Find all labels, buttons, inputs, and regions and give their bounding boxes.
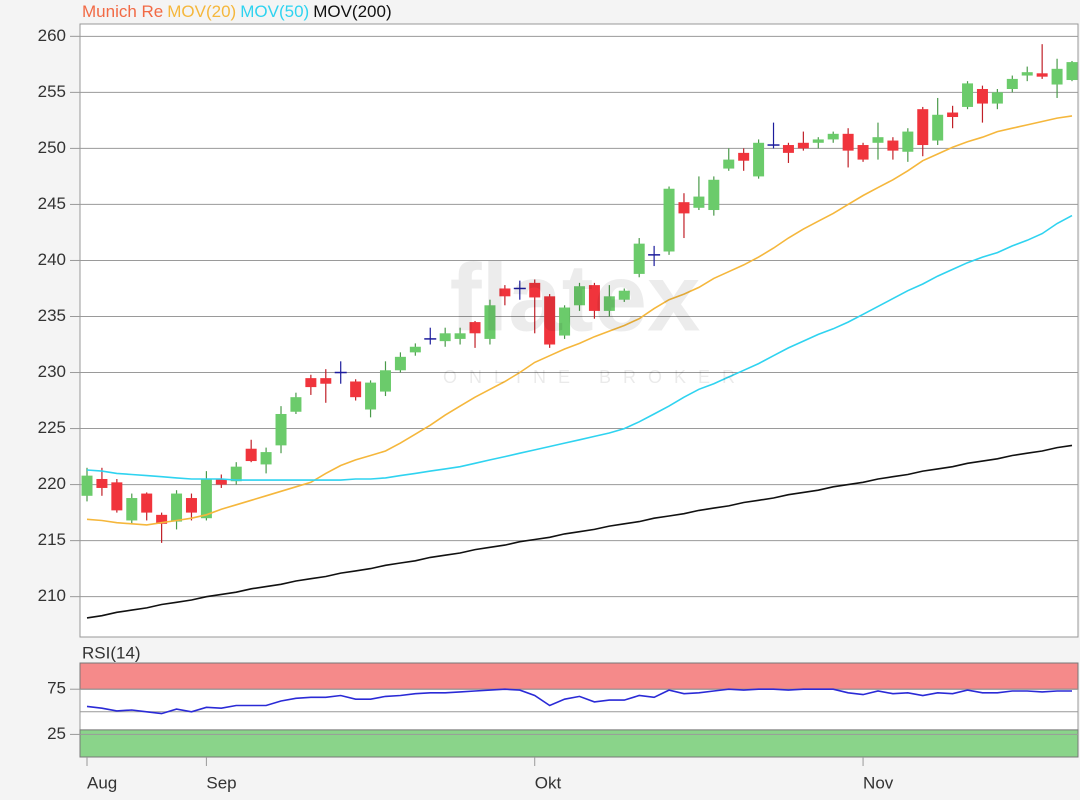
x-tick-label: Okt: [535, 773, 562, 792]
candle-body: [663, 188, 675, 252]
y-tick-label: 75: [47, 679, 66, 698]
candle-body: [588, 285, 600, 311]
line-series: [86, 214, 1073, 481]
candle-body: [439, 333, 451, 342]
candle-body: [245, 448, 257, 462]
y-tick-label: 220: [38, 474, 66, 493]
legend-entry: MOV(50): [240, 2, 309, 21]
legend: Munich Re MOV(20) MOV(50) MOV(200): [82, 2, 392, 21]
candle-body: [902, 131, 914, 152]
x-tick-label: Sep: [206, 773, 236, 792]
candle-body: [141, 493, 153, 513]
candle-body: [230, 466, 242, 482]
line-series: [86, 115, 1073, 526]
candle-body: [827, 133, 839, 140]
y-tick-label: 235: [38, 306, 66, 325]
candle-body: [529, 282, 541, 298]
legend-entry: MOV(200): [313, 2, 391, 21]
candle-body: [976, 88, 988, 104]
candle-body: [797, 142, 809, 149]
candle-body: [200, 478, 212, 519]
candle-body: [559, 307, 571, 336]
candle-body: [738, 152, 750, 161]
candle-body: [156, 514, 168, 524]
candle-body: [857, 145, 869, 160]
candle-body: [126, 498, 138, 521]
y-tick-label: 245: [38, 194, 66, 213]
candle-body: [320, 378, 332, 384]
rsi-title: RSI(14): [82, 643, 141, 662]
candle-body: [454, 333, 466, 339]
candle-body: [409, 346, 421, 353]
line-series: [86, 444, 1073, 619]
candle-body: [842, 133, 854, 151]
candle-body: [723, 159, 735, 169]
candle-body: [872, 137, 884, 143]
candle-body: [618, 290, 630, 300]
candle-body: [81, 475, 93, 496]
candle-body: [260, 452, 272, 465]
candle-body: [782, 145, 794, 153]
main-panel: [79, 23, 1079, 638]
y-tick-label: 230: [38, 362, 66, 381]
watermark-sub: ONLINE BROKER: [443, 367, 747, 387]
x-tick-label: Nov: [863, 773, 894, 792]
candle-body: [171, 493, 183, 522]
y-tick-label: 25: [47, 724, 66, 743]
candle-body: [753, 142, 765, 177]
candle-body: [469, 322, 481, 334]
candle-body: [394, 356, 406, 371]
candle-body: [932, 114, 944, 141]
candle-body: [1051, 68, 1063, 85]
candle-body: [603, 296, 615, 311]
y-tick-label: 215: [38, 530, 66, 549]
watermark: flatex: [450, 244, 701, 351]
y-tick-label: 240: [38, 250, 66, 269]
candle-body: [96, 478, 108, 488]
candle-body: [379, 370, 391, 392]
candle-body: [544, 296, 556, 345]
candle-body: [1006, 78, 1018, 89]
candle-body: [991, 92, 1003, 104]
x-tick-label: Aug: [87, 773, 117, 792]
candle-body: [1036, 73, 1048, 77]
y-tick-label: 260: [38, 26, 66, 45]
y-tick-label: 250: [38, 138, 66, 157]
candle-body: [1021, 72, 1033, 76]
candle-body: [215, 478, 227, 485]
legend-title: Munich Re: [82, 2, 163, 21]
candle-body: [917, 109, 929, 146]
candle-body: [350, 381, 362, 398]
line-series: [86, 688, 1072, 715]
candle-body: [812, 139, 824, 143]
candle-body: [111, 482, 123, 511]
plot-layer: 210 215 220 225 230 235 240 245 250 255 260 25 75 Aug…: [38, 26, 1079, 792]
band: [79, 662, 1079, 690]
y-tick-label: 255: [38, 82, 66, 101]
candle-body: [185, 498, 197, 513]
candle-body: [887, 140, 899, 151]
candle-body: [947, 112, 959, 118]
candle-body: [1066, 62, 1078, 81]
candle-body: [962, 83, 974, 107]
y-tick-label: 210: [38, 586, 66, 605]
candle-body: [484, 305, 496, 339]
candle-body: [633, 243, 645, 274]
candle-body: [693, 196, 705, 208]
candle-body: [305, 378, 317, 388]
legend-entry: MOV(20): [167, 2, 236, 21]
candle-body: [499, 288, 511, 297]
candle-body: [365, 382, 377, 410]
y-tick-label: 225: [38, 418, 66, 437]
candle-body: [290, 397, 302, 412]
candle-body: [678, 202, 690, 214]
candle-body: [574, 286, 585, 306]
candle-body: [275, 413, 287, 446]
candle-body: [708, 179, 720, 211]
